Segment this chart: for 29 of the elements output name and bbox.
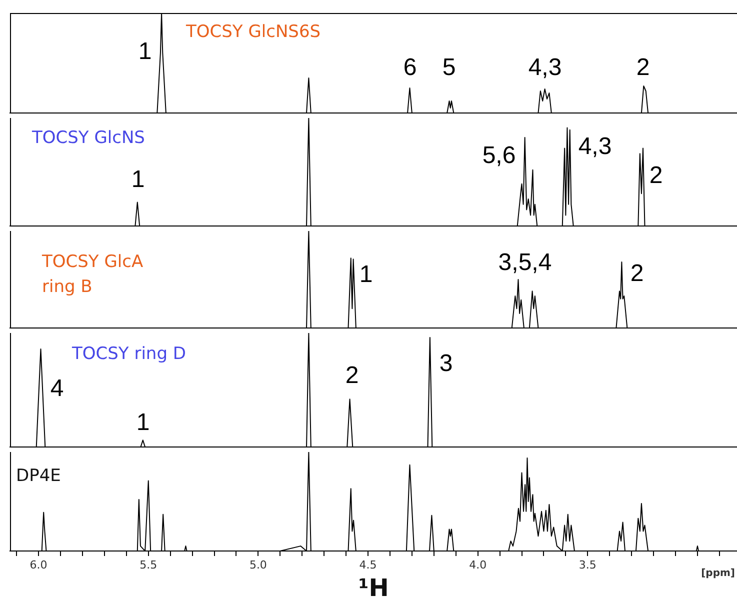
annotation: 4,3: [528, 54, 562, 82]
annotation: 1: [359, 261, 373, 289]
annotation: 3: [439, 350, 453, 378]
annotation: 5: [442, 54, 456, 82]
text: TOCSY GlcNS: [32, 127, 145, 150]
text: TOCSY ring D: [72, 343, 186, 366]
annotation: 6: [403, 54, 417, 82]
x-axis-title: ¹H: [358, 574, 389, 602]
x-tick-label: 3.5: [578, 558, 596, 572]
annotation: 2: [630, 260, 644, 288]
annotation: 4: [50, 375, 64, 403]
text: TOCSY GlcA ring B: [42, 251, 144, 299]
text: TOCSY GlcNS6S: [186, 21, 321, 44]
annotation: 2: [636, 54, 650, 82]
annotation: 1: [131, 166, 145, 194]
annotation: 2: [345, 362, 359, 390]
annotation: 1: [136, 409, 150, 437]
annotation: 3,5,4: [498, 249, 552, 277]
annotation: 5,6: [482, 142, 516, 170]
text: DP4E: [16, 465, 61, 488]
annotation: 2: [649, 162, 663, 190]
annotation: 1: [138, 38, 152, 66]
x-tick-label: 4.5: [359, 558, 377, 572]
x-tick-label: 6.0: [30, 558, 48, 572]
x-tick-label: 5.0: [249, 558, 267, 572]
annotation: 4,3: [578, 133, 612, 161]
x-tick-label: 4.0: [469, 558, 487, 572]
x-tick-label: 5.5: [140, 558, 158, 572]
text: [ppm]: [701, 568, 735, 579]
